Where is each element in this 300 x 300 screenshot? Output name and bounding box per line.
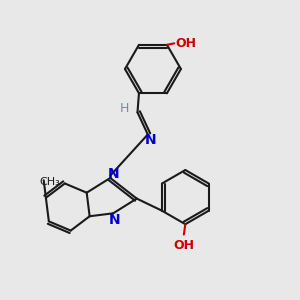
Text: N: N <box>109 213 121 227</box>
Text: N: N <box>144 133 156 147</box>
Text: N: N <box>108 167 120 181</box>
Text: CH₃: CH₃ <box>39 177 60 187</box>
Text: OH: OH <box>173 239 194 252</box>
Text: H: H <box>120 102 129 116</box>
Text: OH: OH <box>175 37 196 50</box>
